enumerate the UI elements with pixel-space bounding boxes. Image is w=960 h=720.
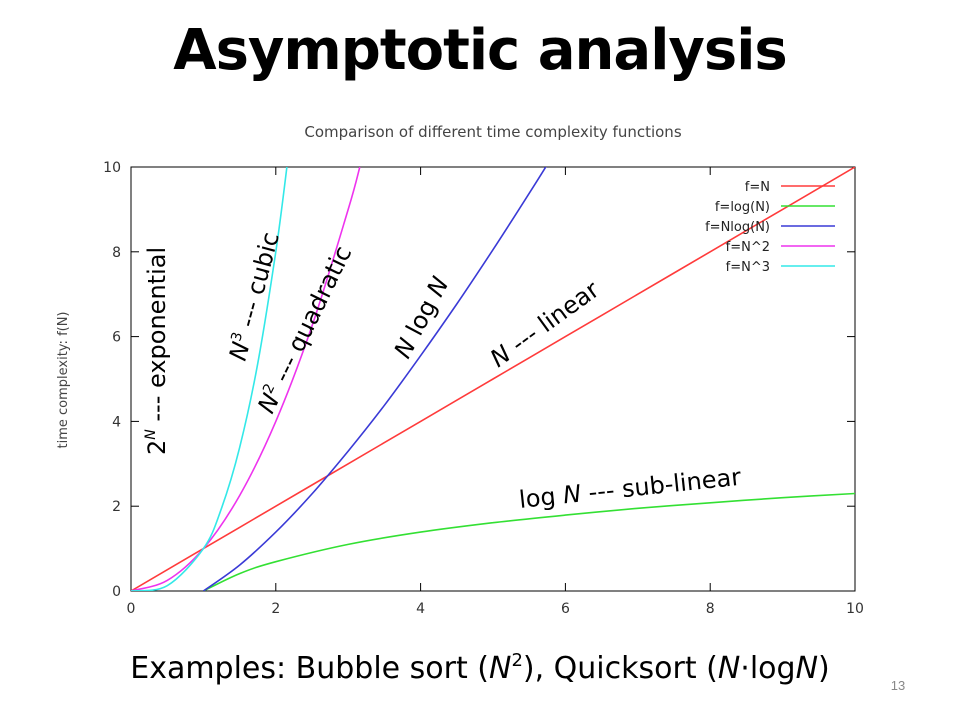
y-tick-label: 2 — [112, 499, 121, 515]
x-tick-label: 6 — [561, 601, 570, 617]
x-tick-label: 8 — [706, 601, 715, 617]
caption-quick-log: log — [749, 651, 796, 686]
series-line-f-n-3 — [131, 167, 288, 591]
legend-label-f-n-2: f=N^2 — [726, 240, 770, 255]
annotation-sublinear: log N --- sub-linear — [518, 463, 743, 514]
annotation-nlogn: N log N — [389, 272, 455, 363]
caption-prefix: Examples: Bubble sort ( — [130, 651, 489, 686]
y-tick-label: 10 — [103, 160, 121, 176]
x-tick-label: 4 — [416, 601, 425, 617]
series-line-f-n-2 — [131, 167, 361, 591]
plot-area: 0 2 4 6 8 10 0 2 4 6 8 10 — [103, 160, 864, 617]
annotation-part: --- cubic — [231, 229, 285, 337]
y-tick-label: 0 — [112, 584, 121, 600]
legend-label-f-n: f=N — [745, 180, 770, 195]
caption-quick-n: N — [717, 651, 741, 686]
page-number: 13 — [890, 678, 906, 693]
annotation-part: --- sub-linear — [580, 463, 743, 508]
annotation-part: 2 — [143, 440, 171, 455]
annotation-part: N — [562, 480, 583, 510]
caption-dot: · — [740, 651, 750, 686]
annotation-part: --- quadratic — [264, 241, 357, 393]
annotation-part: --- linear — [500, 275, 605, 362]
caption-quick-n2: N — [795, 651, 819, 686]
legend-label-f-log-n: f=log(N) — [715, 200, 770, 215]
series-line-f-log-n — [203, 492, 855, 591]
annotation-sup: N — [143, 429, 159, 440]
chart-title: Comparison of different time complexity … — [304, 123, 681, 141]
caption-bubble-exp: 2 — [511, 650, 523, 671]
series-line-f-n — [131, 167, 855, 591]
y-tick-label: 6 — [112, 330, 121, 346]
annotation-part: log — [518, 481, 565, 513]
caption: Examples: Bubble sort (N2), Quicksort (N… — [0, 650, 960, 686]
y-tick-label: 8 — [112, 245, 121, 261]
y-axis-label: time complexity: f(N) — [56, 311, 71, 448]
annotation-exponential: 2N --- exponential — [143, 247, 171, 455]
y-tick-label: 4 — [112, 414, 121, 430]
caption-middle: ), Quicksort ( — [522, 651, 718, 686]
caption-bubble-term: N — [489, 651, 512, 686]
series-lines — [131, 167, 855, 591]
annotation-part: --- exponential — [143, 247, 171, 429]
caption-suffix: ) — [818, 651, 830, 686]
slide-title: Asymptotic analysis — [173, 18, 788, 83]
plot-frame — [130, 166, 856, 592]
legend: f=N f=log(N) f=Nlog(N) f=N^2 f=N^3 — [705, 180, 835, 275]
annotation-sup: 3 — [228, 330, 246, 343]
x-tick-label: 10 — [846, 601, 864, 617]
annotation-cubic: N3 --- cubic — [224, 229, 285, 363]
legend-label-f-nlog-n: f=Nlog(N) — [705, 220, 770, 235]
x-tick-label: 2 — [271, 601, 280, 617]
x-tick-label: 0 — [127, 601, 136, 617]
legend-label-f-n-3: f=N^3 — [726, 260, 770, 275]
series-line-f-nlog-n — [202, 167, 547, 591]
